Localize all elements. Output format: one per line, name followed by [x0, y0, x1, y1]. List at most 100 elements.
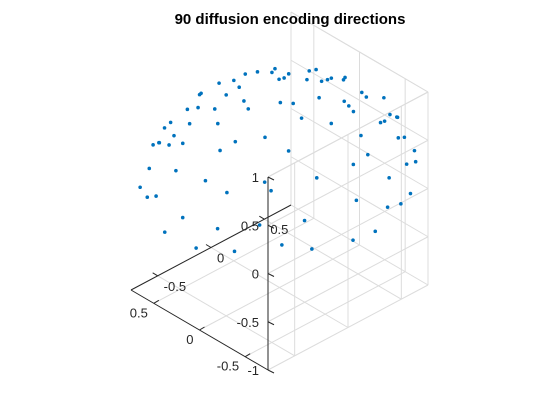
data-point — [307, 69, 312, 73]
z-tick-mark — [267, 321, 275, 326]
grid-edge — [267, 91, 429, 178]
data-point — [359, 133, 363, 138]
z-tick-label: -0.5 — [237, 315, 259, 330]
data-point — [373, 229, 378, 234]
data-point — [347, 104, 351, 108]
x-tick-label: -0.5 — [217, 359, 239, 374]
y-tick-mark — [152, 272, 158, 277]
data-points — [138, 66, 418, 254]
data-point — [172, 133, 176, 138]
data-point — [243, 72, 248, 76]
data-point — [317, 95, 321, 100]
data-point — [185, 107, 190, 112]
z-tick-mark — [267, 273, 275, 277]
data-point — [187, 121, 192, 126]
data-point — [233, 139, 238, 144]
data-point — [162, 230, 167, 234]
data-point — [180, 141, 185, 146]
data-point — [232, 249, 237, 254]
data-point — [232, 78, 236, 83]
z-tick-label: 1 — [252, 170, 259, 185]
data-point — [246, 107, 251, 111]
data-point — [157, 140, 161, 145]
data-point — [237, 85, 241, 90]
x-tick-mark — [153, 299, 160, 304]
grid-line — [210, 247, 349, 328]
data-point — [196, 105, 200, 110]
data-point — [263, 135, 267, 140]
data-point — [354, 198, 359, 203]
x-tick-mark — [199, 326, 205, 331]
data-point — [180, 215, 185, 220]
data-point — [364, 95, 369, 99]
data-point — [329, 76, 334, 80]
data-point — [413, 159, 418, 164]
data-point — [341, 78, 346, 82]
data-point — [366, 152, 370, 157]
y-tick-label: 0 — [217, 251, 224, 266]
z-tick-mark — [267, 176, 275, 181]
data-point — [174, 168, 178, 173]
y-tick-mark — [259, 215, 265, 220]
z-tick-mark — [267, 369, 275, 374]
x-tick-label: 0 — [186, 332, 193, 347]
data-point — [278, 100, 283, 105]
data-point — [242, 99, 246, 103]
data-point — [385, 205, 390, 209]
data-point — [216, 121, 220, 126]
data-point — [218, 148, 222, 153]
axes — [130, 176, 292, 374]
data-point — [329, 121, 334, 126]
y-tick-label: 0.5 — [270, 222, 288, 237]
z-tick-label: -1 — [247, 363, 259, 378]
data-point — [162, 126, 167, 130]
data-point — [262, 180, 267, 184]
x-tick-label: 0.5 — [130, 305, 148, 320]
data-point — [270, 70, 274, 75]
data-point — [194, 246, 198, 250]
y-tick-label: -0.5 — [164, 279, 186, 294]
data-point — [286, 72, 291, 76]
data-point — [255, 70, 260, 74]
data-point — [280, 243, 284, 247]
data-point — [408, 191, 413, 196]
z-tick-label: 0 — [252, 267, 259, 282]
data-point — [351, 109, 356, 114]
data-point — [319, 79, 324, 84]
data-point — [212, 107, 217, 111]
z-tick-label: 0.5 — [241, 218, 259, 233]
data-point — [310, 247, 314, 251]
data-point — [277, 77, 281, 82]
data-point — [404, 162, 409, 166]
data-point — [396, 136, 401, 140]
data-point — [147, 166, 152, 171]
data-point — [286, 149, 291, 153]
data-point — [314, 67, 318, 72]
data-point — [138, 185, 142, 190]
data-point — [291, 101, 296, 106]
data-point — [387, 176, 391, 180]
data-point — [224, 93, 228, 97]
grid-line — [157, 275, 295, 357]
data-point — [402, 135, 407, 140]
data-point — [257, 223, 262, 227]
data-point — [269, 188, 273, 193]
data-point — [351, 238, 355, 242]
x-tick-mark — [244, 353, 251, 358]
data-point — [273, 66, 277, 71]
data-point — [305, 77, 309, 82]
data-point — [217, 81, 221, 85]
data-point — [302, 218, 307, 223]
data-point — [342, 99, 347, 104]
chart-title: 90 diffusion encoding directions — [175, 11, 406, 28]
data-point — [382, 95, 386, 100]
grid-line — [264, 218, 402, 300]
data-point — [225, 190, 229, 195]
data-point — [203, 178, 208, 183]
data-point — [145, 195, 150, 200]
data-point — [299, 116, 304, 120]
data-point — [388, 112, 392, 117]
data-point — [378, 120, 383, 125]
